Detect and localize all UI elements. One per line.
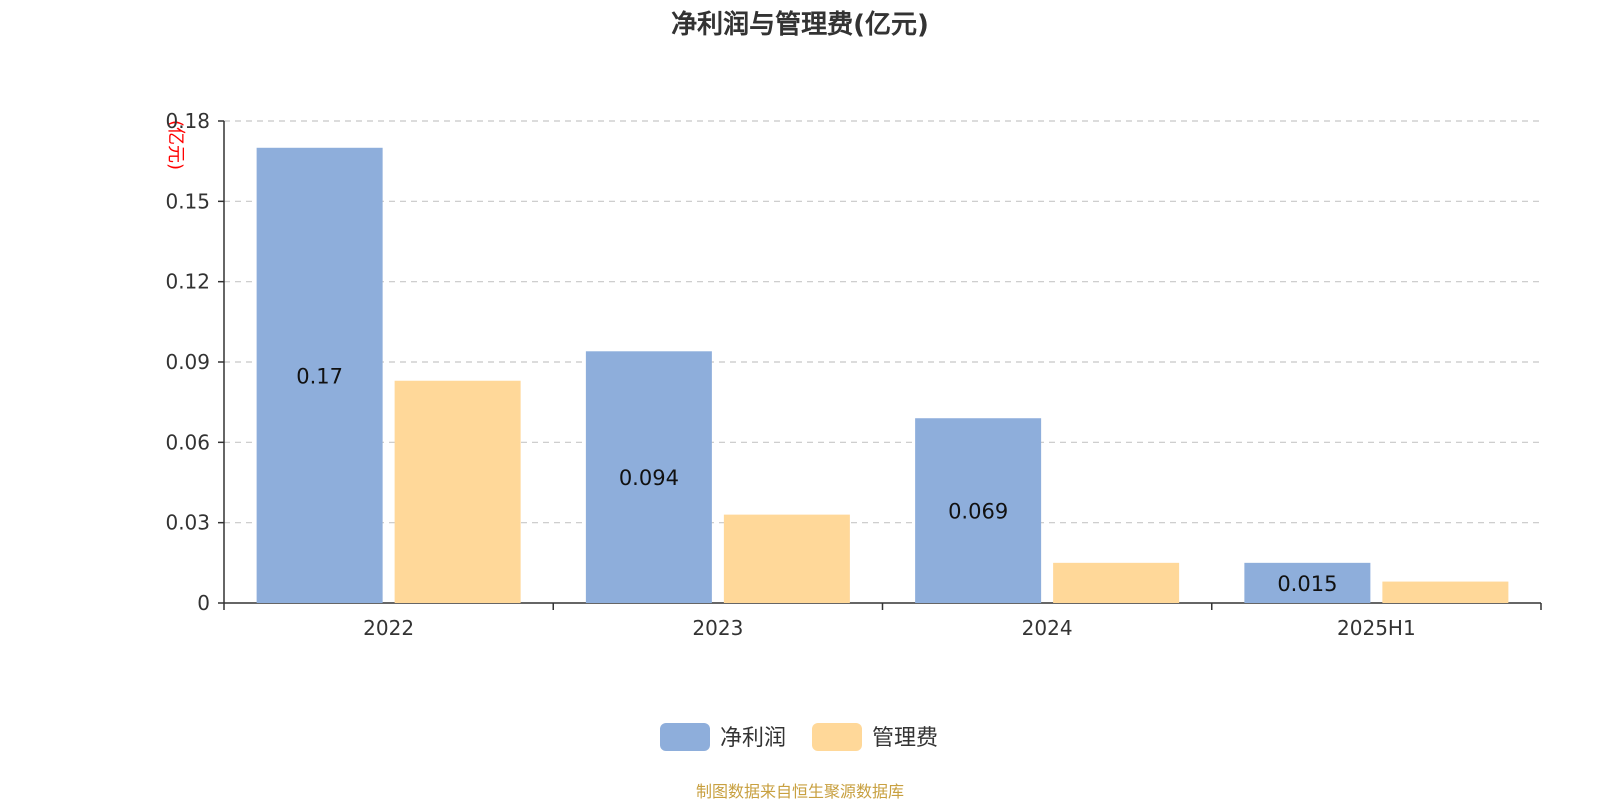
bar-net-profit bbox=[915, 418, 1042, 603]
bar-value-label: 0.069 bbox=[948, 500, 1008, 524]
x-tick-label: 2022 bbox=[363, 616, 414, 640]
bar-admin-fee bbox=[394, 380, 521, 603]
bars: 0.17 0.094 0.069 0.015 bbox=[256, 147, 1509, 603]
x-axis-ticks: 2022 2023 2024 2025H1 bbox=[363, 616, 1416, 640]
legend-swatch bbox=[660, 723, 710, 751]
y-tick-label: 0 bbox=[197, 591, 210, 615]
y-tick-label: 0.09 bbox=[165, 350, 210, 374]
bar-value-label: 0.015 bbox=[1277, 572, 1337, 596]
legend-swatch bbox=[812, 723, 862, 751]
y-axis-unit-label: (亿元) bbox=[165, 120, 186, 170]
x-tick-label: 2024 bbox=[1022, 616, 1073, 640]
bar-value-label: 0.094 bbox=[619, 466, 679, 490]
legend-label: 管理费 bbox=[872, 726, 938, 751]
y-tick-label: 0.03 bbox=[165, 511, 210, 535]
y-tick-label: 0.12 bbox=[165, 270, 210, 294]
legend-label: 净利润 bbox=[720, 726, 786, 751]
data-source-note: 制图数据来自恒生聚源数据库 bbox=[695, 782, 904, 801]
x-tick-label: 2025H1 bbox=[1337, 616, 1416, 640]
y-tick-label: 0.15 bbox=[165, 189, 210, 213]
bar-net-profit bbox=[1244, 562, 1371, 603]
chart-title: 净利润与管理费(亿元) bbox=[671, 10, 929, 40]
y-tick-label: 0.18 bbox=[165, 109, 210, 133]
bar-admin-fee bbox=[723, 514, 850, 603]
legend: 净利润 管理费 bbox=[660, 723, 938, 751]
bar-admin-fee bbox=[1053, 562, 1180, 603]
y-axis-ticks: 0 0.03 0.06 0.09 0.12 0.15 0.18 bbox=[165, 109, 210, 615]
x-tick-label: 2023 bbox=[692, 616, 743, 640]
y-tick-label: 0.06 bbox=[165, 430, 210, 454]
bar-admin-fee bbox=[1382, 581, 1509, 603]
bar-net-profit bbox=[256, 147, 383, 603]
bar-value-label: 0.17 bbox=[296, 364, 343, 388]
bar-net-profit bbox=[585, 351, 712, 603]
